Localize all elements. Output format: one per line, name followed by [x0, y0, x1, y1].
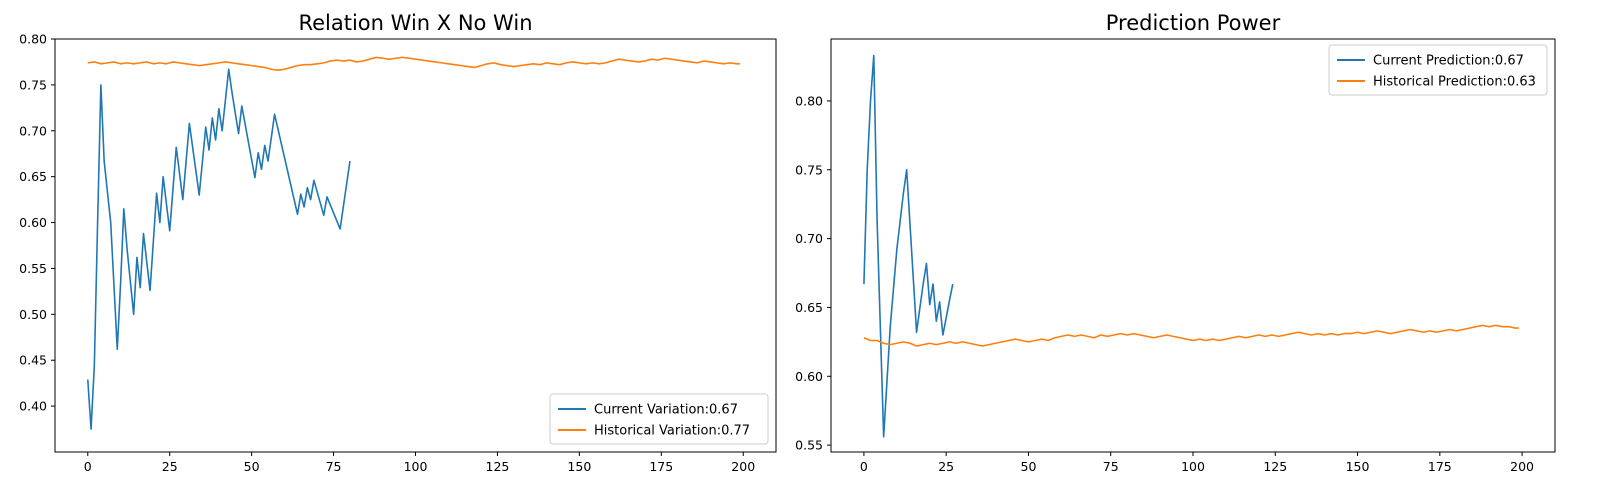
axes-frame [54, 38, 777, 453]
y-tick-label: 0.55 [19, 261, 47, 276]
x-tick-label: 125 [1263, 459, 1287, 474]
x-tick-label: 200 [731, 459, 755, 474]
y-tick-label: 0.60 [795, 369, 823, 384]
x-tick-label: 25 [938, 459, 954, 474]
y-tick-label: 0.80 [795, 93, 823, 108]
x-tick-label: 0 [84, 459, 92, 474]
y-tick-label: 0.55 [795, 438, 823, 453]
x-tick-label: 200 [1510, 459, 1534, 474]
legend-label: Historical Variation:0.77 [594, 424, 750, 439]
x-tick-label: 75 [326, 459, 342, 474]
axes-frame [830, 38, 1556, 453]
y-tick-label: 0.75 [19, 77, 47, 92]
x-tick-label: 175 [1428, 459, 1452, 474]
x-tick-label: 50 [244, 459, 260, 474]
legend-label: Current Variation:0.67 [594, 403, 738, 418]
x-tick-label: 75 [1103, 459, 1119, 474]
y-tick-label: 0.70 [795, 231, 823, 246]
legend-label: Historical Prediction:0.63 [1373, 75, 1536, 90]
x-tick-label: 175 [649, 459, 673, 474]
y-tick-label: 0.60 [19, 215, 47, 230]
legend: Current Prediction:0.67 Historical Predic… [1328, 44, 1548, 96]
y-tick-label: 0.65 [795, 300, 823, 315]
chart-title: Relation Win X No Win [298, 11, 532, 35]
x-tick-label: 150 [1346, 459, 1370, 474]
series-line-1 [87, 56, 740, 71]
x-tick-label: 100 [1181, 459, 1205, 474]
y-tick-label: 0.50 [19, 307, 47, 322]
legend: Current Variation:0.67 Historical Variati… [549, 393, 769, 445]
x-tick-label: 50 [1021, 459, 1037, 474]
legend-label: Current Prediction:0.67 [1373, 54, 1524, 69]
x-tick-label: 100 [404, 459, 428, 474]
y-tick-label: 0.75 [795, 162, 823, 177]
y-tick-label: 0.80 [19, 32, 47, 47]
series-line-0 [863, 54, 954, 438]
y-tick-label: 0.70 [19, 123, 47, 138]
x-tick-label: 25 [162, 459, 178, 474]
series-line-1 [863, 324, 1519, 347]
x-tick-label: 0 [860, 459, 868, 474]
chart-prediction-power: Prediction Power 0 25 50 75 100 125 150 175 200 0… [795, 11, 1556, 474]
y-tick-label: 0.65 [19, 169, 47, 184]
chart-title: Prediction Power [1106, 11, 1281, 35]
series-line-0 [86, 68, 351, 430]
x-tick-label: 150 [567, 459, 591, 474]
x-tick-label: 125 [486, 459, 510, 474]
chart-relation-win-x-no-win: Relation Win X No Win 0 25 50 75 100 125 150 17… [19, 11, 777, 474]
y-tick-label: 0.45 [19, 353, 47, 368]
y-tick-label: 0.40 [19, 399, 47, 414]
